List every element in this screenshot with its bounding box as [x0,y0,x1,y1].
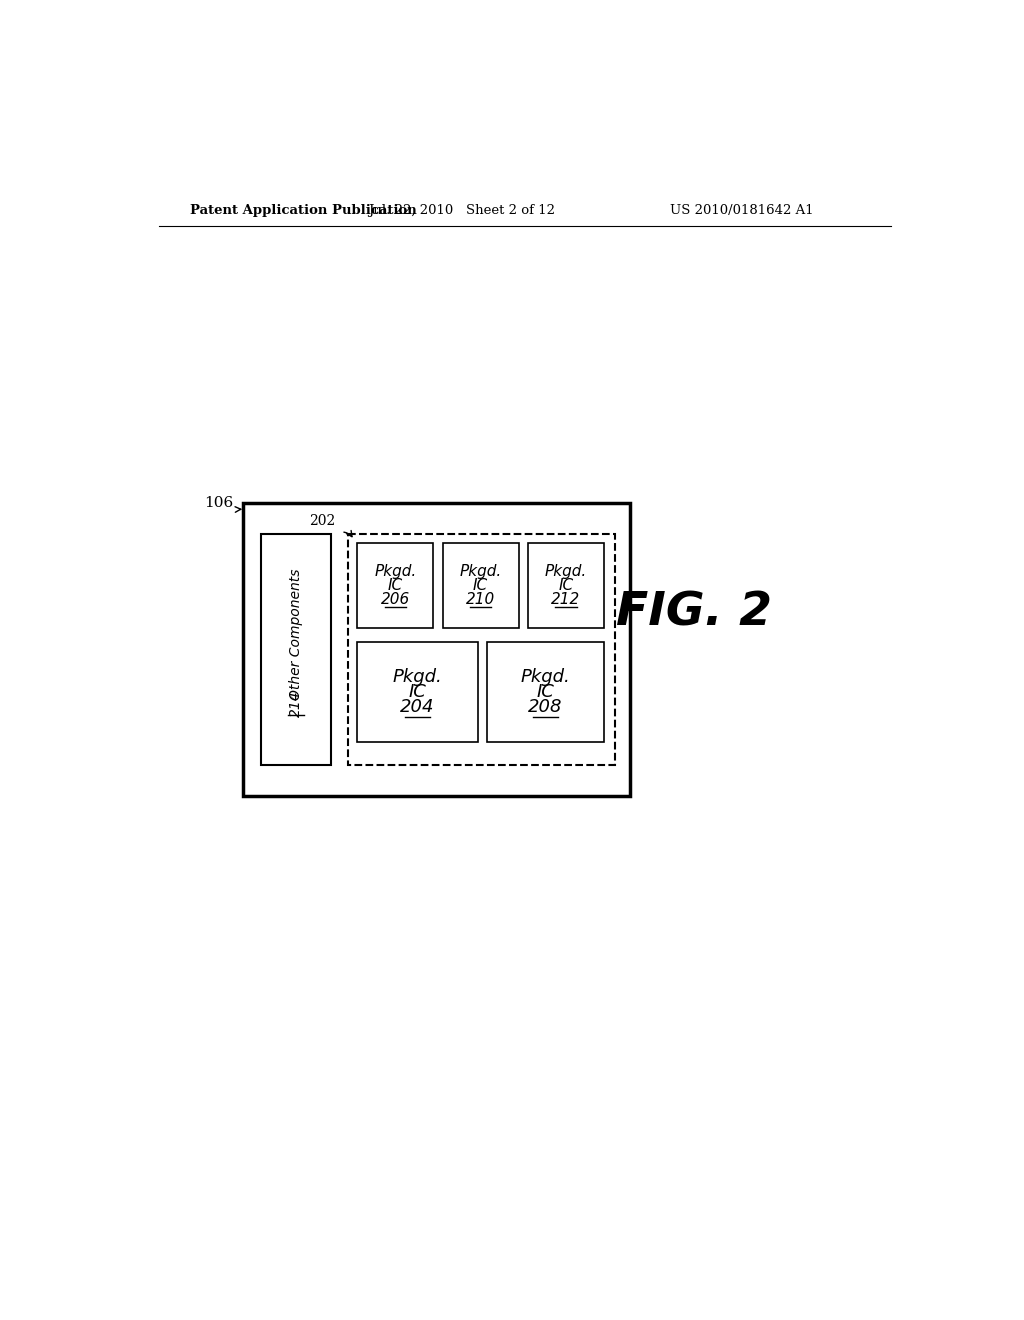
Text: IC: IC [537,682,554,701]
Text: Jul. 22, 2010   Sheet 2 of 12: Jul. 22, 2010 Sheet 2 of 12 [368,205,555,218]
Bar [348,535,614,766]
Text: IC: IC [388,578,402,593]
Bar [261,535,331,766]
Bar [442,544,518,628]
Text: 214: 214 [289,690,303,717]
Text: Other Components: Other Components [289,569,303,700]
Text: Patent Application Publication: Patent Application Publication [190,205,417,218]
Text: Pkgd.: Pkgd. [460,565,502,579]
Text: 208: 208 [528,698,562,717]
Text: Pkgd.: Pkgd. [520,668,570,685]
Text: IC: IC [558,578,573,593]
Text: Pkgd.: Pkgd. [545,565,587,579]
Text: 212: 212 [551,593,581,607]
Bar [357,642,477,742]
Text: Pkgd.: Pkgd. [374,565,417,579]
Text: 206: 206 [381,593,410,607]
Text: Pkgd.: Pkgd. [392,668,442,685]
Text: IC: IC [409,682,426,701]
Bar [357,544,433,628]
Text: 106: 106 [204,495,233,510]
Text: 204: 204 [400,698,435,717]
Text: 210: 210 [466,593,496,607]
Text: IC: IC [473,578,488,593]
Text: US 2010/0181642 A1: US 2010/0181642 A1 [671,205,814,218]
Bar [486,642,604,742]
Text: 202: 202 [309,513,336,528]
Bar [528,544,604,628]
Text: FIG. 2: FIG. 2 [615,590,772,635]
Bar [243,503,630,796]
